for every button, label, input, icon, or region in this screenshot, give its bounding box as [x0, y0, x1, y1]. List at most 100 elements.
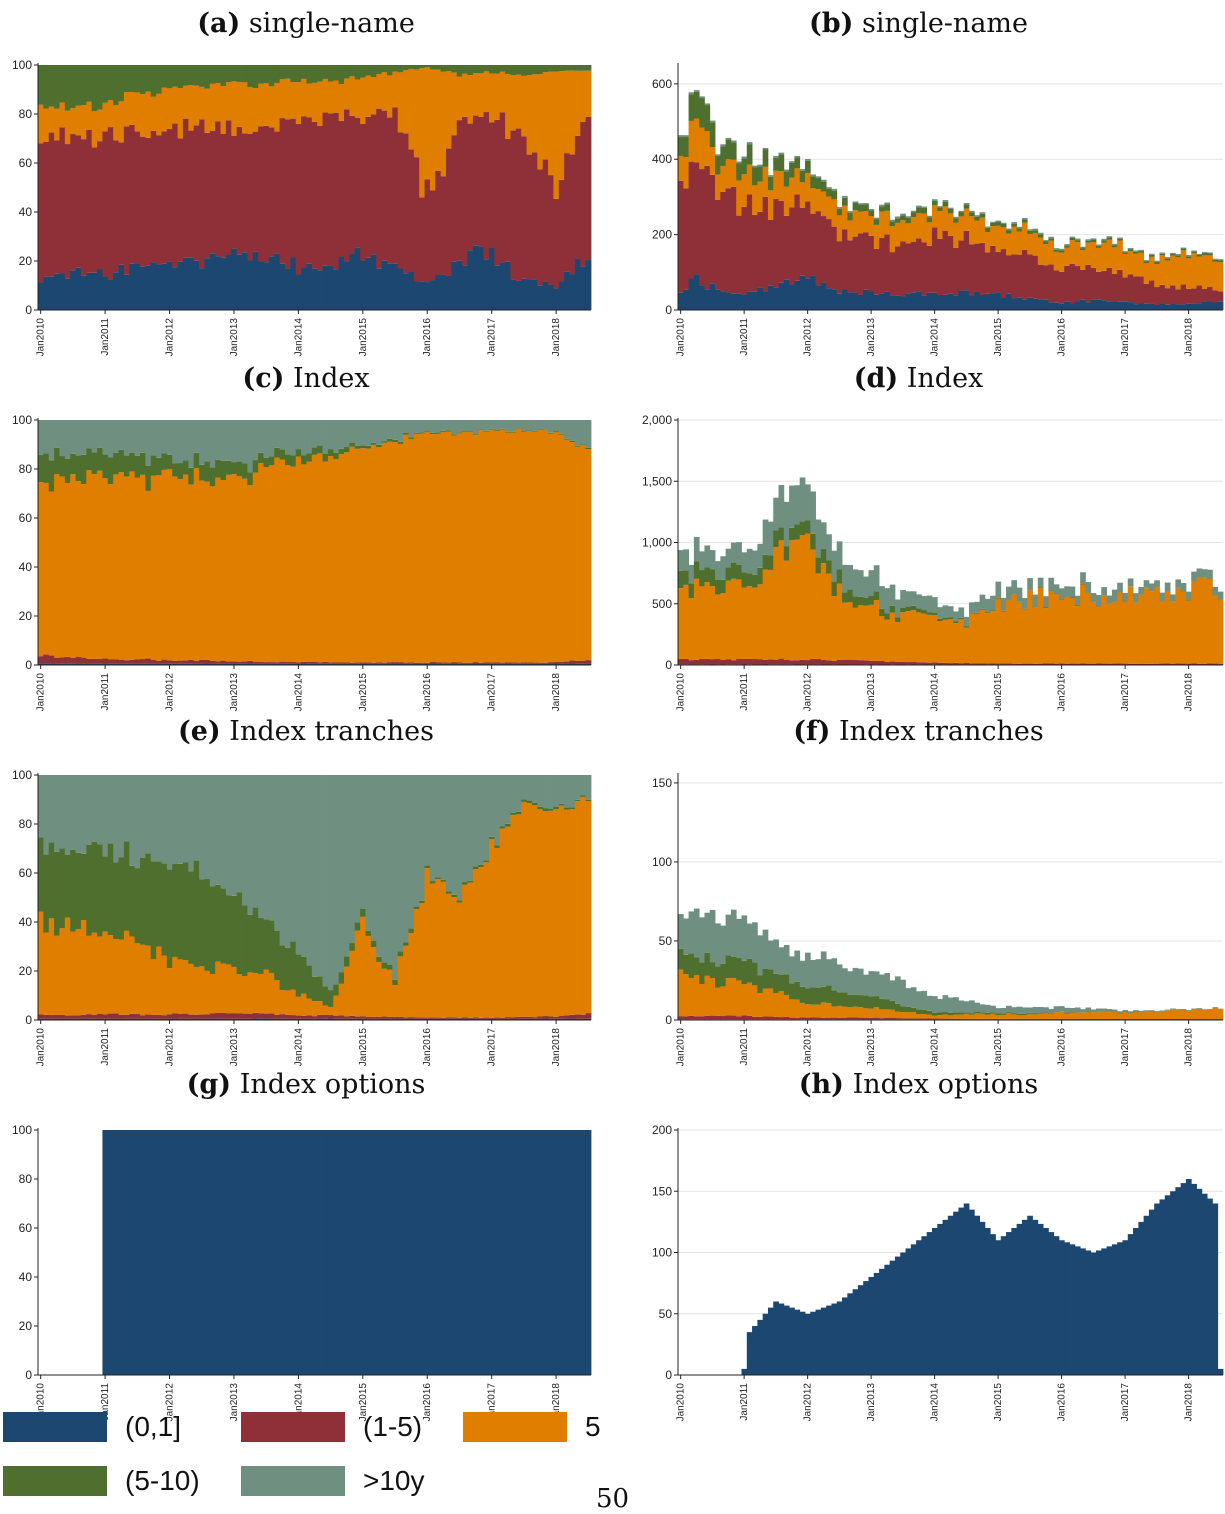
bar-segment: [879, 975, 885, 999]
bar-segment: [847, 602, 853, 659]
bar-segment: [226, 120, 232, 254]
bar-segment: [553, 807, 559, 809]
bar-segment: [129, 65, 135, 92]
bar-segment: [911, 987, 917, 1008]
bar-segment: [1006, 1013, 1012, 1019]
bar-segment: [441, 775, 447, 880]
bar-segment: [237, 974, 243, 1013]
bar-segment: [108, 280, 114, 310]
bar-segment: [1107, 301, 1113, 310]
bar-segment: [264, 126, 270, 262]
bar-segment: [694, 274, 700, 310]
bar-segment: [1080, 1009, 1086, 1012]
bar-segment: [102, 1014, 108, 1019]
bar-segment: [932, 228, 938, 293]
bar-segment: [494, 775, 500, 845]
bar-segment: [1080, 1248, 1086, 1375]
bar-segment: [215, 1130, 221, 1375]
bar-segment: [403, 946, 409, 1018]
bar-segment: [816, 1018, 822, 1020]
bar-segment: [863, 203, 869, 204]
bar-segment: [1085, 302, 1091, 310]
bar-segment: [242, 133, 248, 252]
bar-segment: [339, 84, 345, 121]
bar-segment: [516, 429, 522, 663]
bar-segment: [237, 65, 243, 82]
bar-segment: [842, 1297, 848, 1375]
bar-segment: [43, 109, 49, 142]
bar-segment: [49, 655, 55, 663]
bar-segment: [317, 270, 323, 310]
bar-segment: [974, 244, 980, 292]
bar-segment: [419, 663, 425, 664]
bar-segment: [527, 65, 533, 75]
bar-segment: [355, 80, 361, 118]
x-tick-label: Jan2016: [1057, 318, 1068, 357]
bar-segment: [1133, 603, 1139, 664]
bar-segment: [441, 882, 447, 1018]
bar-segment: [747, 924, 753, 959]
bar-segment: [715, 580, 721, 595]
bar-segment: [794, 540, 800, 661]
bar-segment: [489, 429, 495, 430]
bar-segment: [742, 295, 748, 310]
bar-segment: [720, 660, 726, 664]
bar-segment: [564, 1016, 570, 1019]
bar-segment: [54, 936, 60, 1015]
bar-segment: [419, 281, 425, 310]
bar-segment: [419, 775, 425, 901]
bar-segment: [564, 808, 570, 810]
bar-segment: [927, 663, 933, 665]
bar-segment: [995, 663, 1001, 664]
bar-segment: [678, 970, 684, 1016]
bar-segment: [430, 69, 436, 190]
bar-segment: [548, 809, 554, 811]
bar-segment: [731, 160, 737, 187]
bar-segment: [328, 662, 334, 663]
bar-segment: [274, 65, 280, 83]
bar-segment: [906, 1248, 912, 1375]
bar-segment: [408, 69, 414, 149]
bar-segment: [419, 434, 425, 663]
bar-segment: [683, 1017, 689, 1020]
bar-segment: [1144, 588, 1150, 664]
bar-segment: [172, 267, 178, 310]
bar-segment: [285, 420, 291, 454]
bar-segment: [1075, 1013, 1081, 1019]
bar-segment: [231, 661, 237, 664]
bar-segment: [264, 775, 270, 920]
bar-segment: [1160, 1199, 1166, 1375]
bar-segment: [543, 663, 549, 664]
bar-segment: [1191, 303, 1197, 310]
bar-segment: [974, 602, 980, 613]
bar-segment: [1144, 260, 1150, 261]
bar-segment: [301, 994, 307, 1016]
bar-segment: [183, 660, 189, 664]
bar-segment: [462, 65, 468, 74]
bar-segment: [360, 445, 366, 448]
bar-segment: [1117, 593, 1123, 664]
bar-segment: [532, 1017, 538, 1019]
bar-segment: [1054, 271, 1060, 303]
bar-segment: [419, 903, 425, 1018]
x-tick-label: Jan2015: [358, 318, 369, 357]
bar-segment: [1017, 1007, 1023, 1014]
bar-segment: [879, 206, 885, 211]
bar-segment: [683, 974, 689, 1016]
bar-segment: [1038, 238, 1044, 265]
bar-segment: [789, 956, 795, 983]
bar-segment: [521, 802, 527, 1017]
bar-segment: [339, 420, 345, 449]
bar-segment: [974, 1216, 980, 1375]
bar-segment: [188, 964, 194, 1015]
bar-segment: [1154, 305, 1160, 310]
bar-segment: [129, 660, 135, 664]
bar-segment: [773, 199, 779, 287]
bar-segment: [1027, 664, 1033, 665]
bar-segment: [726, 978, 732, 1015]
bar-segment: [210, 84, 216, 131]
bar-segment: [500, 72, 506, 113]
bar-segment: [1017, 602, 1023, 603]
bar-segment: [810, 176, 816, 188]
